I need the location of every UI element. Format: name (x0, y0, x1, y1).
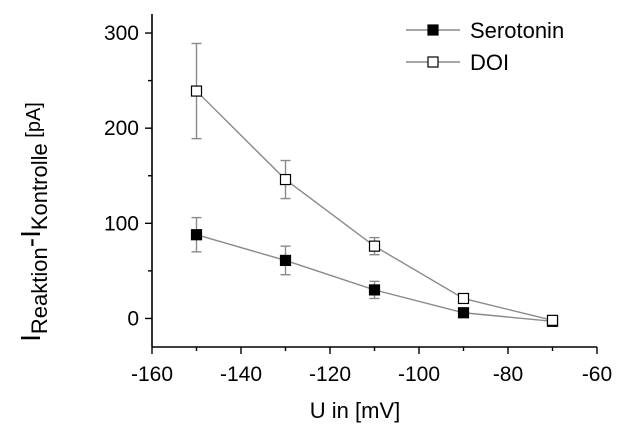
y-tick-label: 100 (104, 212, 139, 235)
data-point (190, 229, 203, 241)
data-point (457, 307, 470, 319)
data-point (279, 254, 292, 267)
data-point (546, 314, 559, 326)
y-axis-title-mid: -I (15, 230, 46, 247)
data-point (368, 284, 381, 296)
data-point (190, 85, 203, 97)
y-axis-title-sub1: Reaktion (27, 247, 52, 334)
x-axis-title: U in [mV] (310, 398, 400, 423)
data-point (457, 292, 470, 305)
ticks: -160 -140 -120 -100 -80 -60 0 100 200 300 (104, 22, 612, 386)
plot-area (190, 42, 559, 327)
y-axis-title: IReaktion-IKontrolle [pA] (15, 102, 52, 342)
x-tick-label: -120 (309, 363, 351, 386)
legend-label-serotonin: Serotonin (470, 18, 564, 43)
series-serotonin (190, 216, 559, 327)
x-tick-label: -60 (582, 363, 612, 386)
y-axis-title-unit: [pA] (23, 102, 45, 143)
data-point (279, 173, 292, 186)
y-axis-title-main: I (15, 334, 46, 342)
y-tick-label: 200 (104, 117, 139, 140)
legend-entry-doi: DOI (406, 50, 509, 75)
x-tick-label: -160 (131, 363, 173, 386)
y-tick-label: 0 (127, 307, 139, 330)
legend-marker-doi (427, 56, 439, 68)
y-tick-label: 300 (104, 22, 139, 45)
data-point (368, 240, 381, 252)
x-tick-label: -140 (220, 363, 262, 386)
legend-marker-serotonin (427, 24, 439, 36)
legend-label-doi: DOI (470, 50, 509, 75)
legend: Serotonin DOI (406, 18, 564, 75)
y-axis-title-sub2: Kontrolle (27, 143, 52, 230)
series-doi (190, 42, 559, 326)
x-tick-label: -80 (493, 363, 523, 386)
legend-entry-serotonin: Serotonin (406, 18, 564, 43)
x-tick-label: -100 (398, 363, 440, 386)
